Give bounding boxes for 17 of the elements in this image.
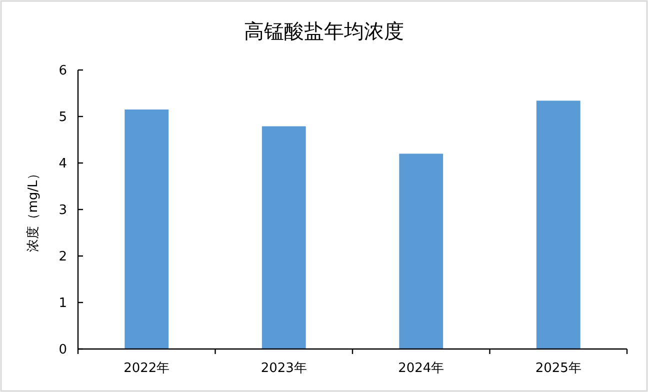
bar xyxy=(536,100,580,349)
x-tick-label: 2022年 xyxy=(124,361,170,376)
y-tick-label: 4 xyxy=(58,156,67,172)
bar xyxy=(262,126,306,349)
x-tick-label: 2023年 xyxy=(260,361,307,376)
x-tick-label: 2025年 xyxy=(535,361,582,376)
bar xyxy=(399,154,444,349)
y-tick-label: 6 xyxy=(58,64,67,78)
bar xyxy=(124,110,169,349)
y-tick-label: 3 xyxy=(58,203,67,218)
y-tick-label: 1 xyxy=(58,296,67,311)
y-tick-label: 2 xyxy=(58,250,67,264)
x-tick-label: 2024年 xyxy=(398,361,444,376)
y-tick-label: 0 xyxy=(58,342,67,358)
chart-title: 高锰酸盐年均浓度 xyxy=(244,19,404,43)
y-axis-title: 浓度（mg/L） xyxy=(25,167,41,252)
y-tick-label: 5 xyxy=(58,110,67,125)
